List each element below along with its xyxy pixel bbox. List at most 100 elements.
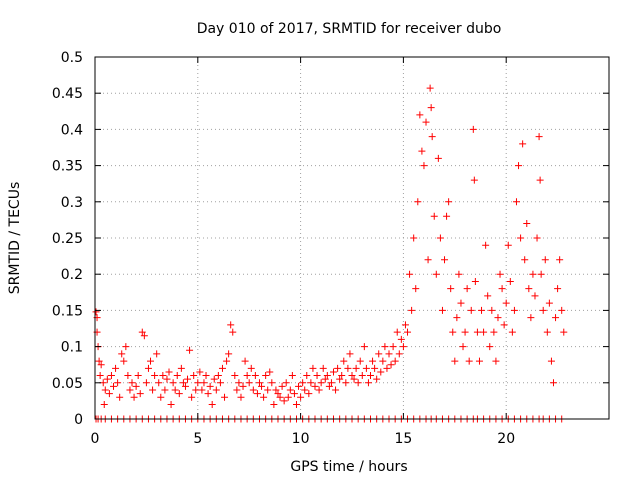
data-point (449, 328, 457, 336)
data-point (288, 372, 296, 380)
data-point (136, 390, 144, 398)
y-tick-label: 0.2 (61, 267, 83, 283)
data-point (118, 350, 126, 358)
data-point (496, 270, 504, 278)
data-point (399, 343, 407, 351)
y-tick-label: 0 (74, 412, 83, 428)
data-point (272, 386, 280, 394)
data-point (438, 306, 446, 314)
data-point (243, 372, 251, 380)
data-point (202, 372, 210, 380)
data-point (266, 368, 274, 376)
data-point (149, 386, 157, 394)
data-point (132, 382, 140, 390)
data-point (459, 343, 467, 351)
data-point (406, 270, 414, 278)
data-point (292, 401, 300, 409)
data-point (416, 111, 424, 119)
data-point (539, 306, 547, 314)
data-points (92, 84, 568, 409)
data-point (408, 306, 416, 314)
data-point (558, 306, 566, 314)
data-point (536, 176, 544, 184)
data-point (391, 357, 399, 365)
data-point (560, 328, 568, 336)
data-point (362, 364, 370, 372)
data-point (142, 379, 150, 387)
data-point (245, 379, 253, 387)
x-tick-label: 5 (193, 431, 202, 447)
y-tick-label: 0.4 (61, 122, 83, 138)
data-point (430, 212, 438, 220)
data-point (276, 393, 284, 401)
data-point (447, 285, 455, 293)
data-point (334, 364, 342, 372)
data-point (175, 390, 183, 398)
data-point (297, 393, 305, 401)
data-point (101, 386, 109, 394)
data-point (375, 350, 383, 358)
data-point (107, 372, 115, 380)
data-point (177, 364, 185, 372)
data-point (223, 357, 231, 365)
data-point (323, 372, 331, 380)
data-point (492, 357, 500, 365)
data-point (264, 386, 272, 394)
data-point (494, 314, 502, 322)
data-point (427, 104, 435, 112)
data-point (543, 328, 551, 336)
data-point (470, 176, 478, 184)
data-point (181, 382, 189, 390)
y-tick-label: 0.3 (61, 195, 83, 211)
data-point (159, 372, 167, 380)
data-point (307, 379, 315, 387)
data-point (268, 379, 276, 387)
data-point (443, 212, 451, 220)
data-point (338, 372, 346, 380)
data-point (455, 270, 463, 278)
x-tick-label: 0 (91, 431, 100, 447)
data-point (270, 401, 278, 409)
data-point (340, 357, 348, 365)
data-point (502, 299, 510, 307)
data-point (262, 372, 270, 380)
data-point (200, 379, 208, 387)
data-point (255, 379, 263, 387)
data-point (97, 361, 105, 369)
data-point (171, 386, 179, 394)
data-point (441, 256, 449, 264)
data-point (356, 357, 364, 365)
data-point (227, 321, 235, 329)
data-point (469, 125, 477, 133)
data-point (414, 198, 422, 206)
data-point (167, 401, 175, 409)
data-point (389, 343, 397, 351)
data-point (457, 299, 465, 307)
data-point (484, 292, 492, 300)
data-point (395, 350, 403, 358)
data-point (165, 368, 173, 376)
data-point (531, 292, 539, 300)
data-point (354, 379, 362, 387)
data-point (490, 328, 498, 336)
data-point (260, 393, 268, 401)
data-point (500, 321, 508, 329)
data-point (383, 364, 391, 372)
y-tick-label: 0.45 (52, 86, 83, 102)
data-point (336, 375, 344, 383)
data-point (533, 234, 541, 242)
data-point (504, 241, 512, 249)
data-point (461, 328, 469, 336)
data-point (325, 382, 333, 390)
data-point (295, 382, 303, 390)
data-point (332, 386, 340, 394)
data-point (451, 357, 459, 365)
data-point (95, 357, 103, 365)
data-point (196, 368, 204, 376)
data-point (116, 393, 124, 401)
data-point (303, 372, 311, 380)
data-point (138, 328, 146, 336)
data-point (420, 162, 428, 170)
data-point (517, 234, 525, 242)
